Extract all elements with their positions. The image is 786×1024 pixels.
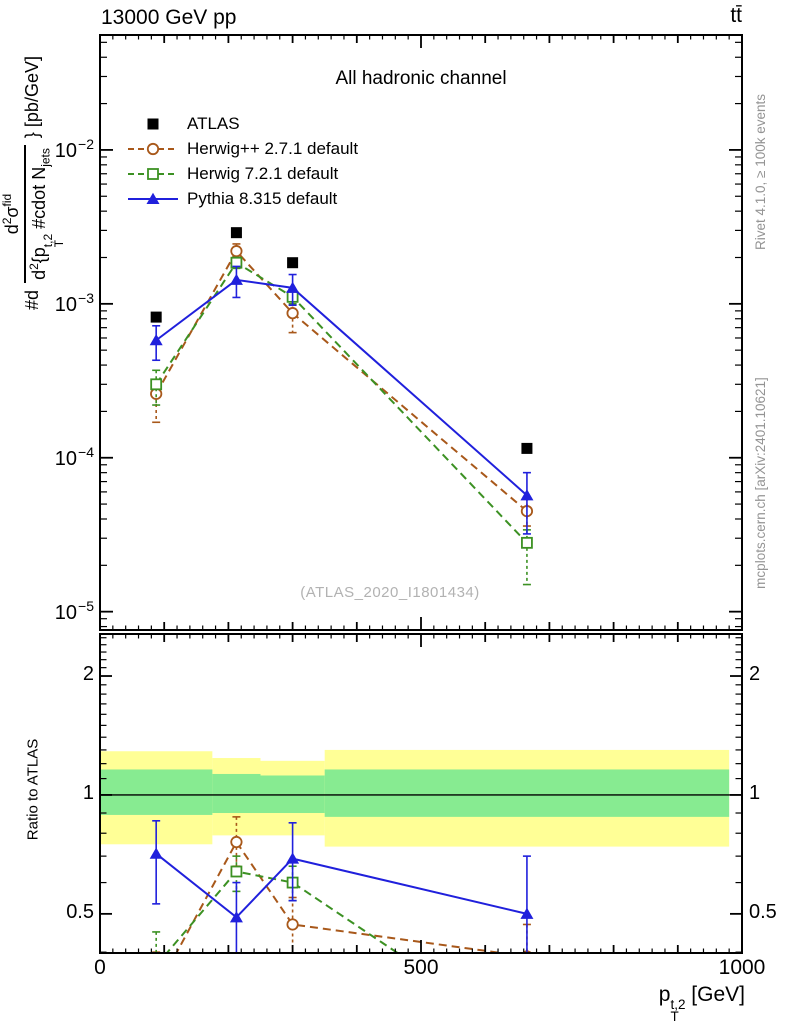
axis-ticks [99, 35, 743, 953]
series-line [155, 261, 528, 544]
x-axis-tick-label: 0 [94, 956, 106, 979]
y-title-fraction: d2σfid d2{p t,2 T #cdot Njets [0, 145, 66, 283]
process-title: tt̄ [730, 4, 742, 27]
series-line [175, 840, 509, 953]
series-atlas-main [150, 227, 533, 454]
x-axis-title: p t,2 T [GeV] [658, 983, 745, 1024]
series-herwigpp-main [150, 243, 534, 527]
ratio-tick-label-right: 1 [749, 781, 761, 804]
y-axis-tick-label: 10−4 [54, 443, 94, 470]
series-line [155, 852, 528, 919]
y-title-numerator: d2σfid [0, 193, 22, 235]
ratio-tick-label-right: 0.5 [749, 900, 777, 923]
y-axis-tick-label: 10−3 [54, 289, 94, 316]
rivet-version-note: Rivet 4.1.0, ≥ 100k events [753, 94, 768, 250]
ratio-tick-label-left: 1 [82, 781, 94, 804]
x-axis-tick-label: 500 [403, 956, 439, 979]
y-title-units: } [pb/GeV] [22, 56, 42, 139]
inner-uncertainty-band [100, 769, 213, 815]
legend-item-label-herwigpp: Herwig++ 2.7.1 default [187, 139, 359, 158]
series-line [155, 278, 528, 497]
ratio-tick-label-right: 2 [749, 663, 761, 686]
legend-item-label-herwig7: Herwig 7.2.1 default [187, 164, 339, 183]
series-herwig7-ratio [152, 855, 400, 953]
channel-subtitle: All hadronic channel [335, 68, 507, 89]
legend-markers [128, 118, 178, 204]
ratio-y-axis-title: Ratio to ATLAS [24, 738, 42, 841]
inner-uncertainty-band [324, 769, 730, 817]
legend-item-label-atlas: ATLAS [187, 114, 240, 133]
y-title-denominator: d2{p t,2 T #cdot Njets [24, 145, 66, 283]
series-pythia-ratio [149, 820, 534, 953]
mcplots-arxiv-note: mcplots.cern.ch [arXiv:2401.10621] [753, 377, 768, 589]
series-line [155, 249, 528, 512]
y-axis-tick-label: 10−2 [54, 135, 94, 162]
y-axis-tick-label: 10−5 [54, 597, 94, 624]
ratio-tick-label-left: 2 [82, 663, 94, 686]
inner-uncertainty-band [212, 773, 261, 814]
series-herwig7-main [150, 256, 533, 586]
analysis-watermark: (ATLAS_2020_I1801434) [300, 584, 480, 601]
series-line [165, 870, 400, 953]
series-herwigpp-ratio [152, 816, 532, 953]
ratio-uncertainty-bands [100, 749, 730, 847]
legend-item-label-pythia: Pythia 8.315 default [187, 189, 338, 208]
x-axis-tick-label: 1000 [718, 956, 766, 979]
ratio-tick-label-left: 0.5 [66, 900, 94, 923]
series-pythia-main [149, 265, 534, 535]
beam-energy-title: 13000 GeV pp [101, 6, 237, 29]
